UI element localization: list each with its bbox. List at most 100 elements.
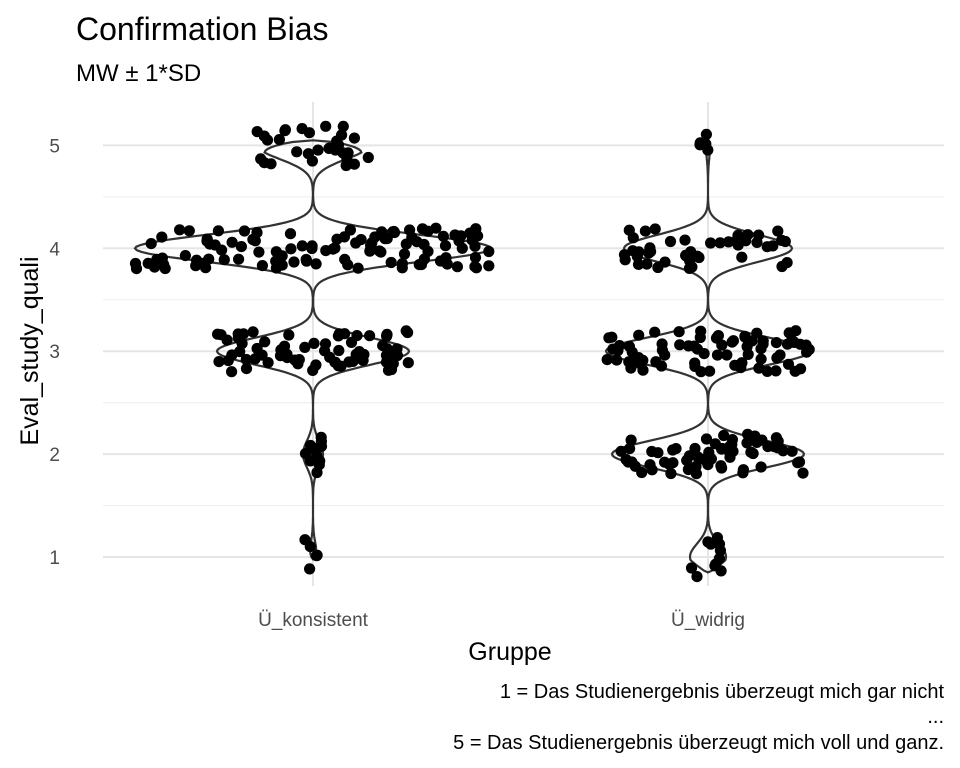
data-point xyxy=(304,541,316,553)
data-point xyxy=(310,258,322,270)
data-point xyxy=(702,144,714,156)
data-point xyxy=(203,253,215,265)
data-point xyxy=(790,325,802,337)
data-point xyxy=(716,339,728,351)
data-point xyxy=(400,325,412,337)
data-point xyxy=(314,455,326,467)
data-point xyxy=(320,120,332,132)
y-tick-label: 3 xyxy=(49,342,60,363)
data-point xyxy=(338,231,350,243)
data-point xyxy=(342,259,354,271)
data-point xyxy=(726,336,738,348)
data-point xyxy=(226,236,238,248)
data-point xyxy=(770,432,783,444)
data-point xyxy=(712,330,724,342)
data-point xyxy=(256,260,268,272)
data-point xyxy=(213,356,225,368)
data-point xyxy=(739,330,751,342)
data-point xyxy=(396,258,408,270)
y-tick-label: 5 xyxy=(49,136,60,157)
data-point xyxy=(259,336,271,348)
data-point xyxy=(774,349,786,361)
data-point xyxy=(670,443,682,455)
x-axis-title: Gruppe xyxy=(468,638,551,666)
data-point xyxy=(627,245,639,257)
data-point xyxy=(449,229,461,241)
data-point xyxy=(469,240,481,252)
data-point xyxy=(335,360,347,372)
data-point xyxy=(625,434,637,446)
data-point xyxy=(685,562,698,574)
data-point xyxy=(789,365,801,377)
data-point xyxy=(756,434,768,446)
data-point xyxy=(299,341,311,353)
data-point xyxy=(255,153,267,165)
data-point xyxy=(782,358,795,370)
data-point xyxy=(770,365,782,377)
caption-line-2: ... xyxy=(927,706,944,728)
data-point xyxy=(342,147,354,159)
data-point xyxy=(240,353,252,366)
data-point xyxy=(700,433,713,445)
data-point xyxy=(149,261,161,273)
data-point xyxy=(302,148,314,160)
data-point xyxy=(345,336,358,348)
data-point xyxy=(236,337,248,350)
data-point xyxy=(618,249,631,261)
data-point xyxy=(639,225,652,237)
data-point xyxy=(751,236,763,248)
data-point xyxy=(379,233,391,245)
data-point xyxy=(649,326,661,338)
data-point xyxy=(742,229,754,241)
data-point xyxy=(288,256,300,268)
violin-0 xyxy=(133,139,493,561)
data-point xyxy=(723,236,735,248)
data-point xyxy=(179,250,191,262)
data-point xyxy=(364,330,376,342)
data-point xyxy=(437,230,449,242)
data-point xyxy=(270,262,282,274)
data-point xyxy=(402,357,414,369)
data-point xyxy=(755,461,767,473)
data-point xyxy=(336,129,348,141)
data-point xyxy=(430,222,442,234)
data-point xyxy=(340,159,352,172)
data-point xyxy=(649,223,661,235)
data-point xyxy=(601,354,613,366)
chart-subtitle: MW ± 1*SD xyxy=(76,60,201,87)
data-point xyxy=(755,343,767,355)
data-point xyxy=(715,460,727,472)
data-point xyxy=(434,255,447,267)
data-point xyxy=(620,453,632,466)
x-axis-ticks: Ü_konsistent Ü_widrig xyxy=(258,610,745,631)
data-point xyxy=(439,240,452,252)
data-point xyxy=(623,224,635,236)
data-point xyxy=(615,445,627,457)
data-point xyxy=(278,340,291,352)
data-point xyxy=(803,343,815,356)
data-point xyxy=(698,348,710,360)
data-point xyxy=(315,431,327,443)
data-point xyxy=(483,245,495,258)
data-point xyxy=(296,240,308,252)
data-point xyxy=(680,249,692,261)
data-point xyxy=(711,349,724,361)
data-point xyxy=(735,362,747,374)
data-point xyxy=(212,225,224,237)
data-point xyxy=(673,326,685,338)
data-point xyxy=(644,459,656,471)
data-point xyxy=(603,332,615,344)
data-point xyxy=(637,354,649,366)
data-point xyxy=(312,144,324,156)
data-point xyxy=(732,229,744,241)
data-point xyxy=(650,356,662,368)
data-point xyxy=(682,340,695,352)
data-point xyxy=(747,447,759,460)
data-point xyxy=(311,549,323,561)
data-point xyxy=(319,338,332,350)
data-point xyxy=(469,251,482,264)
data-point xyxy=(761,241,773,253)
data-point xyxy=(304,455,316,467)
data-point xyxy=(737,467,749,479)
